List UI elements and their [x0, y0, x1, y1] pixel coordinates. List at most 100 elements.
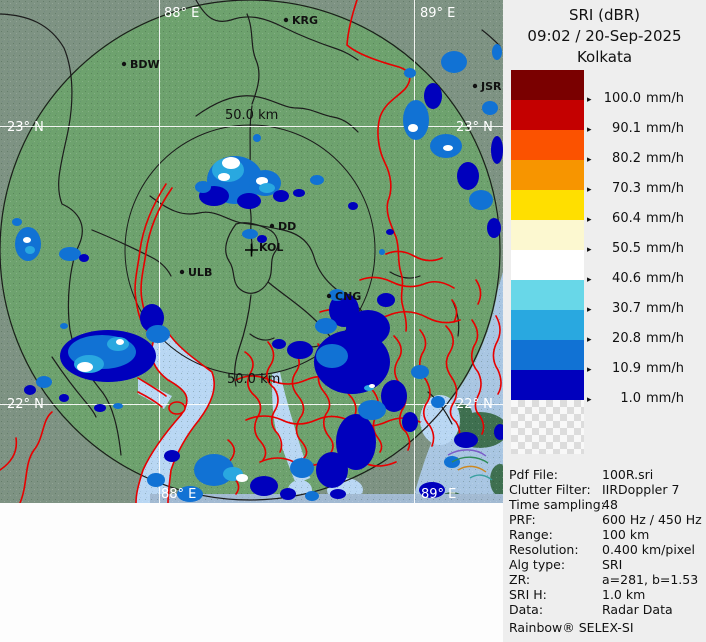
info-label: Alg type: — [509, 557, 566, 572]
info-value: IIRDoppler 7 — [602, 482, 680, 497]
legend-label-row: ▸ 1.0 mm/h — [587, 391, 684, 406]
legend-arrow-icon: ▸ — [587, 365, 592, 375]
rain-echo — [469, 190, 493, 210]
legend-arrow-icon: ▸ — [587, 155, 592, 165]
info-value: 1.0 km — [602, 587, 646, 602]
legend-band — [511, 370, 584, 400]
legend-value: 40.6 — [612, 271, 641, 286]
legend-arrow-icon: ▸ — [587, 185, 592, 195]
rain-echo — [77, 362, 93, 372]
blank-area — [0, 503, 503, 642]
info-label: Pdf File: — [509, 467, 558, 482]
info-value: SRI — [602, 557, 623, 572]
legend-value: 60.4 — [612, 211, 641, 226]
rain-echo — [256, 177, 268, 185]
info-value: 100R.sri — [602, 467, 654, 482]
rain-echo — [194, 454, 234, 486]
rain-echo — [330, 489, 346, 499]
legend-unit: mm/h — [646, 271, 684, 286]
legend-band — [511, 100, 584, 130]
rain-echo — [236, 474, 248, 482]
info-panel: SRI (dBR) 09:02 / 20-Sep-2025 Kolkata ▸ 1… — [503, 0, 706, 642]
legend-band — [511, 70, 584, 100]
city-dot — [326, 293, 332, 299]
rain-echo — [487, 218, 501, 238]
info-label: ZR: — [509, 572, 531, 587]
coord-label: 23° N — [456, 120, 493, 135]
city-label: ULB — [188, 266, 212, 279]
legend-arrow-icon: ▸ — [587, 335, 592, 345]
rain-echo — [79, 254, 89, 262]
legend-label-row: ▸ 80.2 mm/h — [587, 151, 684, 166]
info-value: 100 km — [602, 527, 650, 542]
rain-echo — [492, 44, 502, 60]
rain-echo — [431, 396, 445, 408]
rain-echo — [273, 190, 289, 202]
city-dot — [472, 83, 478, 89]
legend-label-row: ▸ 100.0 mm/h — [587, 91, 684, 106]
rain-echo — [381, 380, 407, 412]
rain-echo — [59, 394, 69, 402]
rain-echo — [411, 365, 429, 379]
scan-parameters: Pdf File: 100R.sri Clutter Filter: IIRDoppl… — [509, 467, 705, 617]
rain-echo — [177, 486, 203, 502]
rain-echo — [424, 83, 442, 109]
rain-echo — [419, 482, 445, 498]
radar-map-canvas: 88° E 89° E 23° N 23° N 22° N 22° N 88° E 89° E… — [0, 0, 510, 508]
legend-unit: mm/h — [646, 91, 684, 106]
legend-band — [511, 310, 584, 340]
legend-unit: mm/h — [646, 181, 684, 196]
legend-unit: mm/h — [646, 331, 684, 346]
info-label: SRI H: — [509, 587, 547, 602]
rain-echo — [457, 162, 479, 190]
coord-label: 89° E — [420, 6, 455, 21]
info-label: PRF: — [509, 512, 536, 527]
legend-arrow-icon: ▸ — [587, 395, 592, 405]
info-value: a=281, b=1.53 — [602, 572, 699, 587]
rain-echo — [379, 249, 385, 255]
info-value: 0.400 km/pixel — [602, 542, 695, 557]
rain-echo — [164, 450, 180, 462]
city-label: JSR — [480, 80, 502, 93]
range-ring-label: 50.0 km — [227, 372, 280, 387]
info-label: Data: — [509, 602, 544, 617]
range-ring-label: 50.0 km — [225, 108, 278, 123]
rain-echo — [402, 412, 418, 432]
rain-echo — [15, 227, 41, 261]
red-borders-rivers — [0, 0, 502, 504]
radar-center-cross — [245, 243, 258, 257]
rain-echo — [287, 341, 313, 359]
info-value: 48 — [602, 497, 618, 512]
legend-band — [511, 130, 584, 160]
legend-arrow-icon: ▸ — [587, 95, 592, 105]
rain-echo — [280, 488, 296, 500]
legend-band — [511, 340, 584, 370]
legend-value: 90.1 — [612, 121, 641, 136]
graticule-lines — [0, 0, 503, 503]
rain-echo — [443, 145, 453, 151]
rain-echo — [25, 246, 35, 254]
legend-value: 80.2 — [612, 151, 641, 166]
info-label: Resolution: — [509, 542, 579, 557]
radar-map: 88° E 89° E 23° N 23° N 22° N 22° N 88° E 89° E… — [0, 0, 510, 508]
rain-echo — [253, 134, 261, 142]
legend-arrow-icon: ▸ — [587, 215, 592, 225]
rain-echo — [147, 473, 165, 487]
city-label: DD — [278, 220, 296, 233]
rain-echo — [12, 218, 22, 226]
rain-echo — [36, 376, 52, 388]
rain-echo — [329, 289, 345, 301]
software-brand: Rainbow® SELEX-SI — [509, 620, 634, 635]
legend-band — [511, 280, 584, 310]
rain-echo — [222, 157, 240, 169]
legend-unit: mm/h — [646, 301, 684, 316]
rain-echo — [441, 51, 467, 73]
rain-echo — [116, 339, 124, 345]
legend-unit: mm/h — [646, 211, 684, 226]
legend-value: 50.5 — [612, 241, 641, 256]
legend-value: 20.8 — [612, 331, 641, 346]
city-label: CNG — [335, 290, 361, 303]
coord-label: 23° N — [7, 120, 44, 135]
rain-echoes — [12, 44, 506, 502]
rain-echo — [310, 175, 324, 185]
